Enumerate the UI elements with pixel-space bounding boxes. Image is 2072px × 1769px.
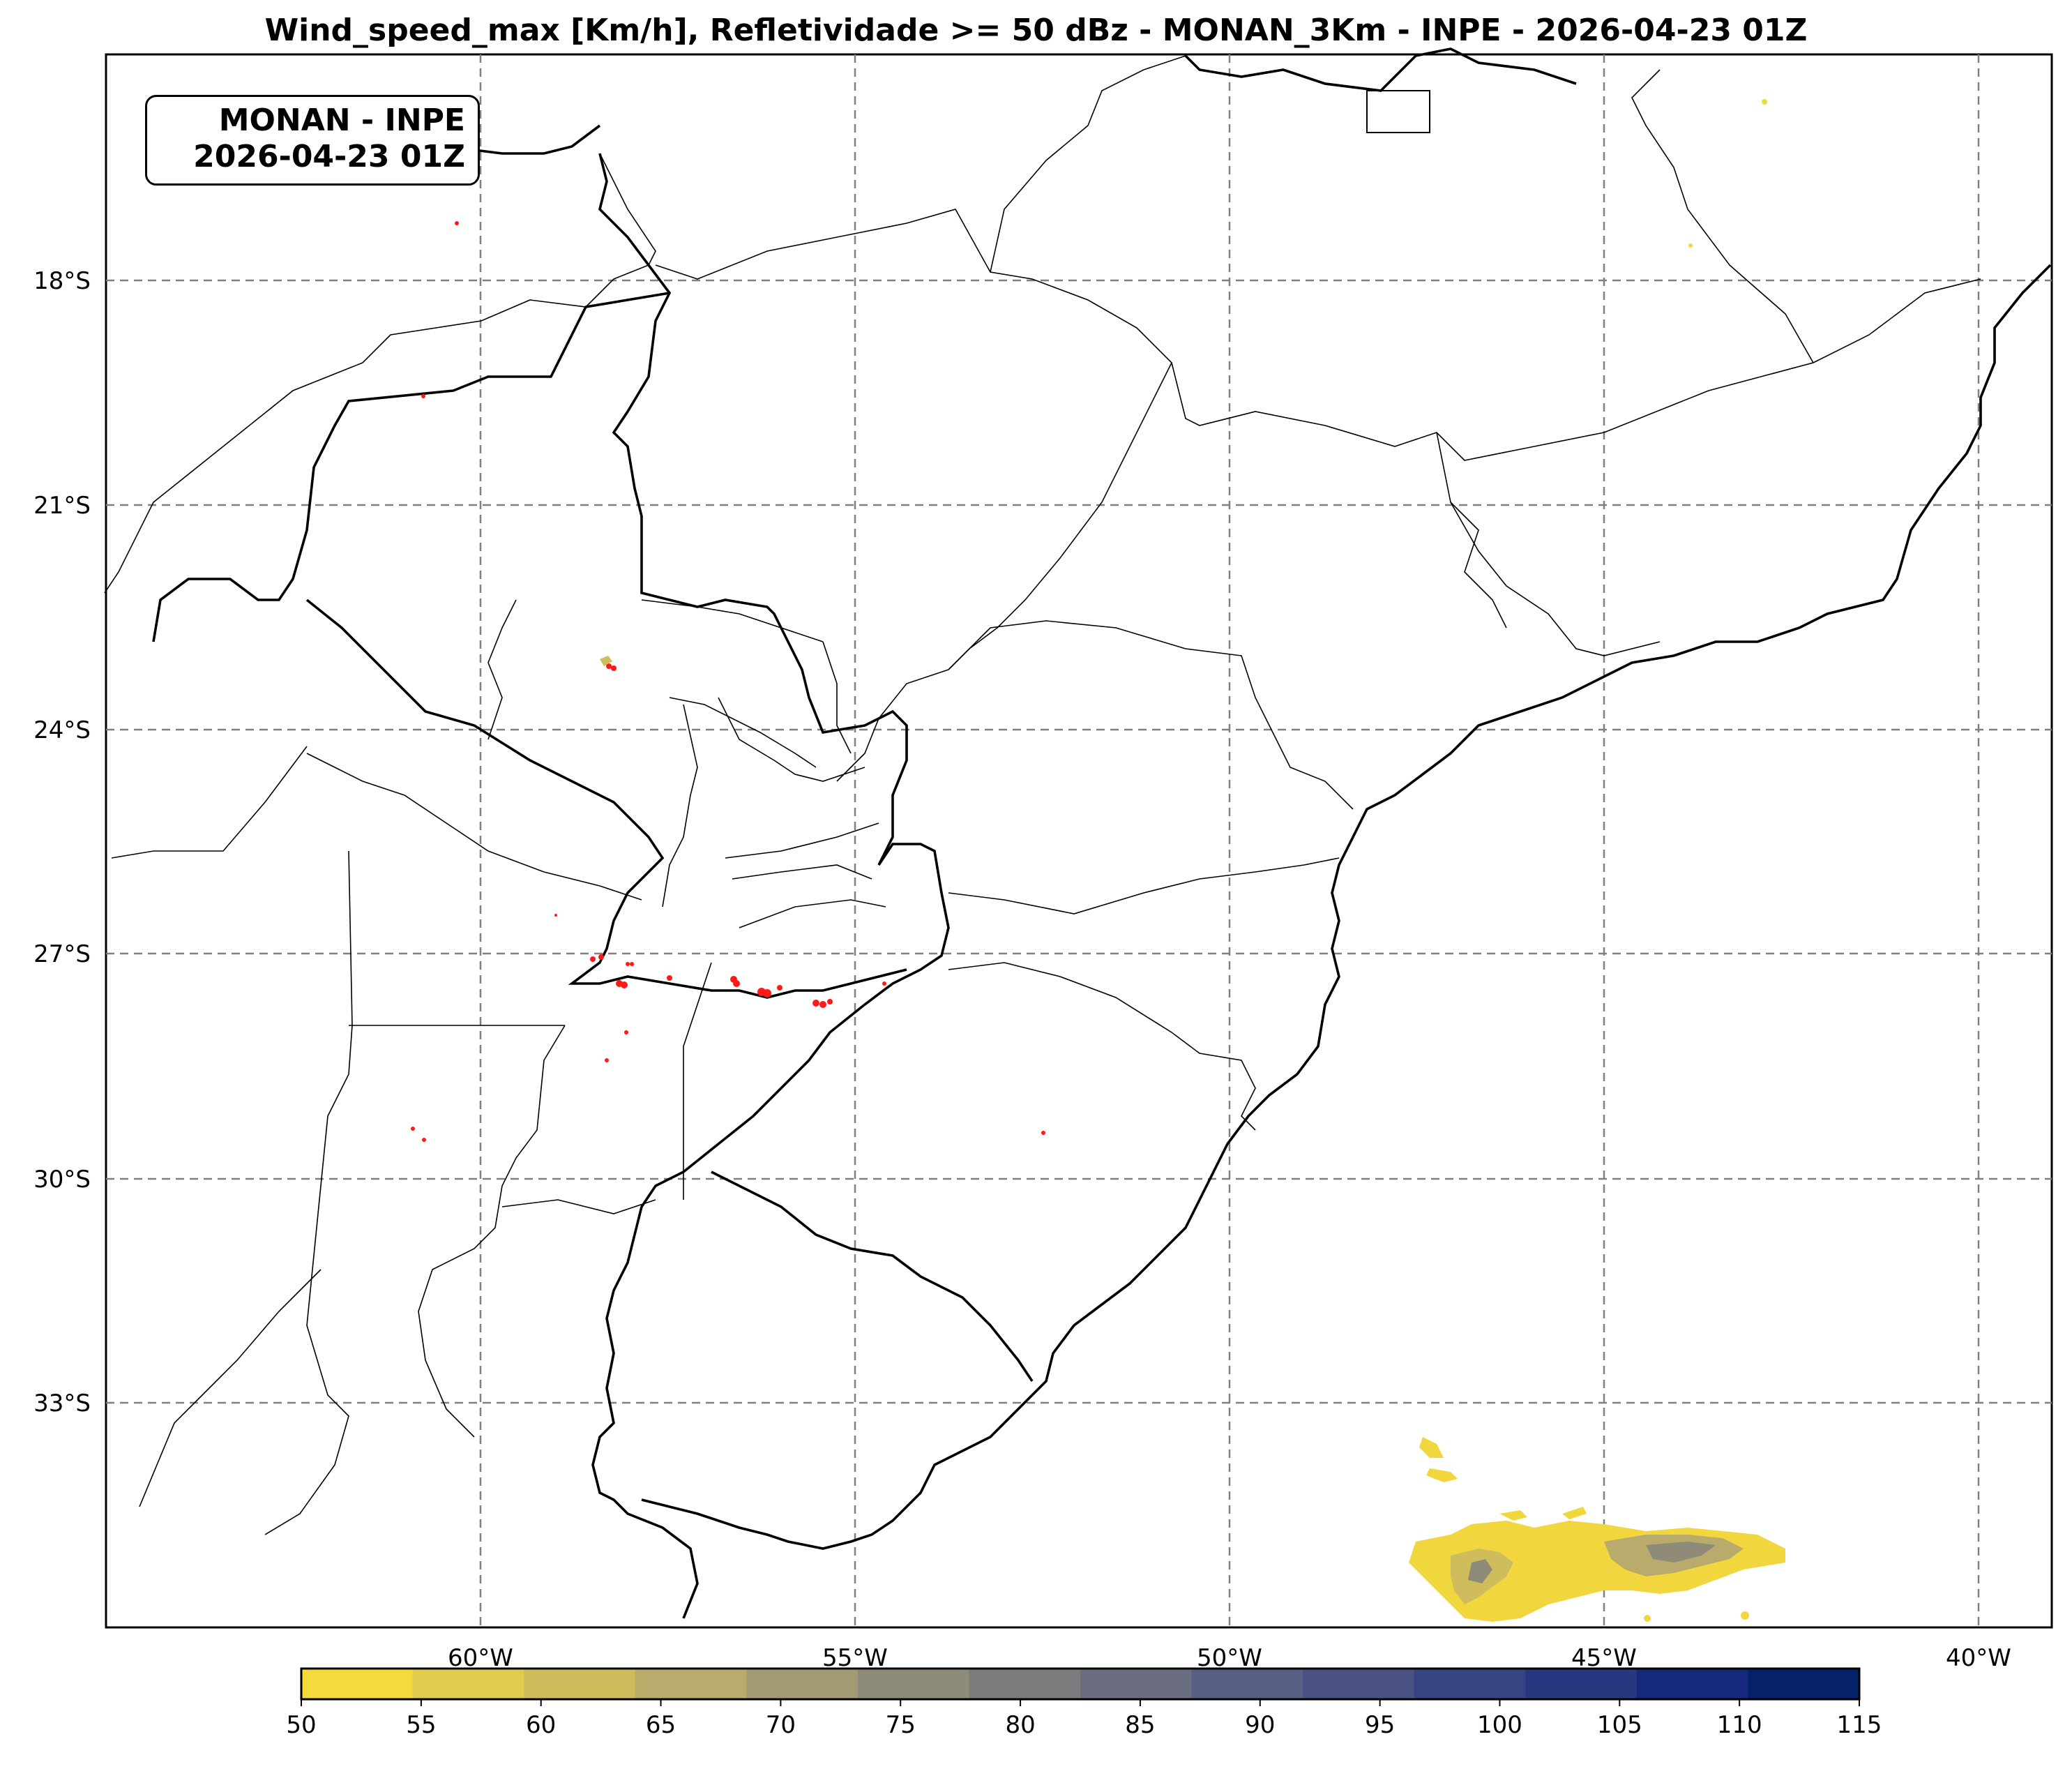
latitude-labels: 18°S 21°S 24°S 27°S 30°S 33°S	[33, 267, 91, 1417]
colorbar-segment	[1080, 1669, 1193, 1699]
lon-label-55w: 55°W	[822, 1644, 888, 1672]
colorbar-segment	[1525, 1669, 1638, 1699]
reflectivity-mark	[411, 1127, 415, 1131]
lat-label-27s: 27°S	[33, 940, 91, 968]
map-gridlines	[106, 54, 2052, 1627]
colorbar-segment	[301, 1669, 414, 1699]
colorbar-tick-label: 80	[1005, 1711, 1035, 1739]
lat-label-33s: 33°S	[33, 1390, 91, 1417]
colorbar-segment	[746, 1669, 859, 1699]
colorbar-segment	[857, 1669, 969, 1699]
reflectivity-mark	[626, 962, 630, 966]
map-title: Wind_speed_max [Km/h], Refletividade >= …	[264, 13, 1808, 48]
reflectivity-marks	[411, 221, 1045, 1142]
reflectivity-mark	[598, 954, 604, 960]
colorbar: 50 55 60 65 70 75 80 85 90 95 100 105 110 115	[286, 1667, 1882, 1739]
reflectivity-mark	[763, 989, 771, 998]
colorbar-tick-label: 115	[1837, 1711, 1882, 1739]
reflectivity-mark	[624, 1030, 628, 1034]
region-outline	[1366, 90, 1430, 133]
lat-label-21s: 21°S	[33, 492, 91, 520]
state-borders	[104, 55, 1981, 1535]
reflectivity-mark	[812, 1000, 819, 1007]
colorbar-segment	[1748, 1669, 1860, 1699]
colorbar-segment	[1303, 1669, 1415, 1699]
reflectivity-mark	[827, 999, 833, 1004]
lon-label-50w: 50°W	[1197, 1644, 1262, 1672]
wind-speed-field	[600, 99, 1785, 1622]
colorbar-tick-label: 60	[526, 1711, 556, 1739]
colorbar-segment	[412, 1669, 524, 1699]
reflectivity-mark	[590, 956, 596, 962]
colorbar-tick-label: 50	[286, 1711, 316, 1739]
reflectivity-mark	[605, 1058, 609, 1062]
reflectivity-mark	[1041, 1131, 1045, 1135]
colorbar-tick-label: 85	[1125, 1711, 1155, 1739]
lat-label-18s: 18°S	[33, 267, 91, 295]
colorbar-segment	[1636, 1669, 1748, 1699]
reflectivity-mark	[667, 975, 672, 981]
colorbar-segment	[524, 1669, 636, 1699]
country-borders	[152, 47, 2052, 1619]
colorbar-segment	[1414, 1669, 1526, 1699]
reflectivity-mark	[421, 394, 425, 398]
colorbar-segment	[969, 1669, 1081, 1699]
reflectivity-mark	[882, 981, 886, 986]
reflectivity-mark	[733, 980, 740, 987]
lon-label-40w: 40°W	[1946, 1644, 2011, 1672]
reflectivity-mark	[630, 962, 634, 966]
colorbar-tick-label: 90	[1245, 1711, 1275, 1739]
reflectivity-mark	[777, 985, 782, 991]
longitude-labels: 60°W 55°W 50°W 45°W 40°W	[448, 1644, 2011, 1672]
model-stamp: MONAN - INPE 2026-04-23 01Z	[145, 95, 480, 186]
reflectivity-mark	[422, 1138, 426, 1142]
stamp-line-2: 2026-04-23 01Z	[193, 139, 465, 174]
colorbar-tick-label: 110	[1717, 1711, 1762, 1739]
lon-label-45w: 45°W	[1571, 1644, 1637, 1672]
lat-label-30s: 30°S	[33, 1166, 91, 1194]
colorbar-segment	[1191, 1669, 1303, 1699]
lat-label-24s: 24°S	[33, 716, 91, 744]
reflectivity-mark	[554, 914, 557, 917]
colorbar-segment	[635, 1669, 747, 1699]
colorbar-tick-label: 55	[406, 1711, 436, 1739]
reflectivity-mark	[606, 663, 612, 669]
colorbar-tick-label: 70	[766, 1711, 796, 1739]
map-frame	[105, 53, 2053, 1629]
colorbar-tick-label: 65	[646, 1711, 676, 1739]
stamp-line-1: MONAN - INPE	[218, 103, 465, 138]
reflectivity-mark	[611, 665, 617, 671]
colorbar-tick-label: 105	[1597, 1711, 1642, 1739]
reflectivity-mark	[621, 981, 628, 988]
reflectivity-mark	[455, 221, 459, 225]
reflectivity-mark	[819, 1001, 826, 1008]
colorbar-frame	[300, 1667, 1861, 1701]
colorbar-tick-label: 95	[1365, 1711, 1395, 1739]
colorbar-tick-label: 75	[886, 1711, 916, 1739]
lon-label-60w: 60°W	[448, 1644, 513, 1672]
colorbar-tick-label: 100	[1477, 1711, 1522, 1739]
